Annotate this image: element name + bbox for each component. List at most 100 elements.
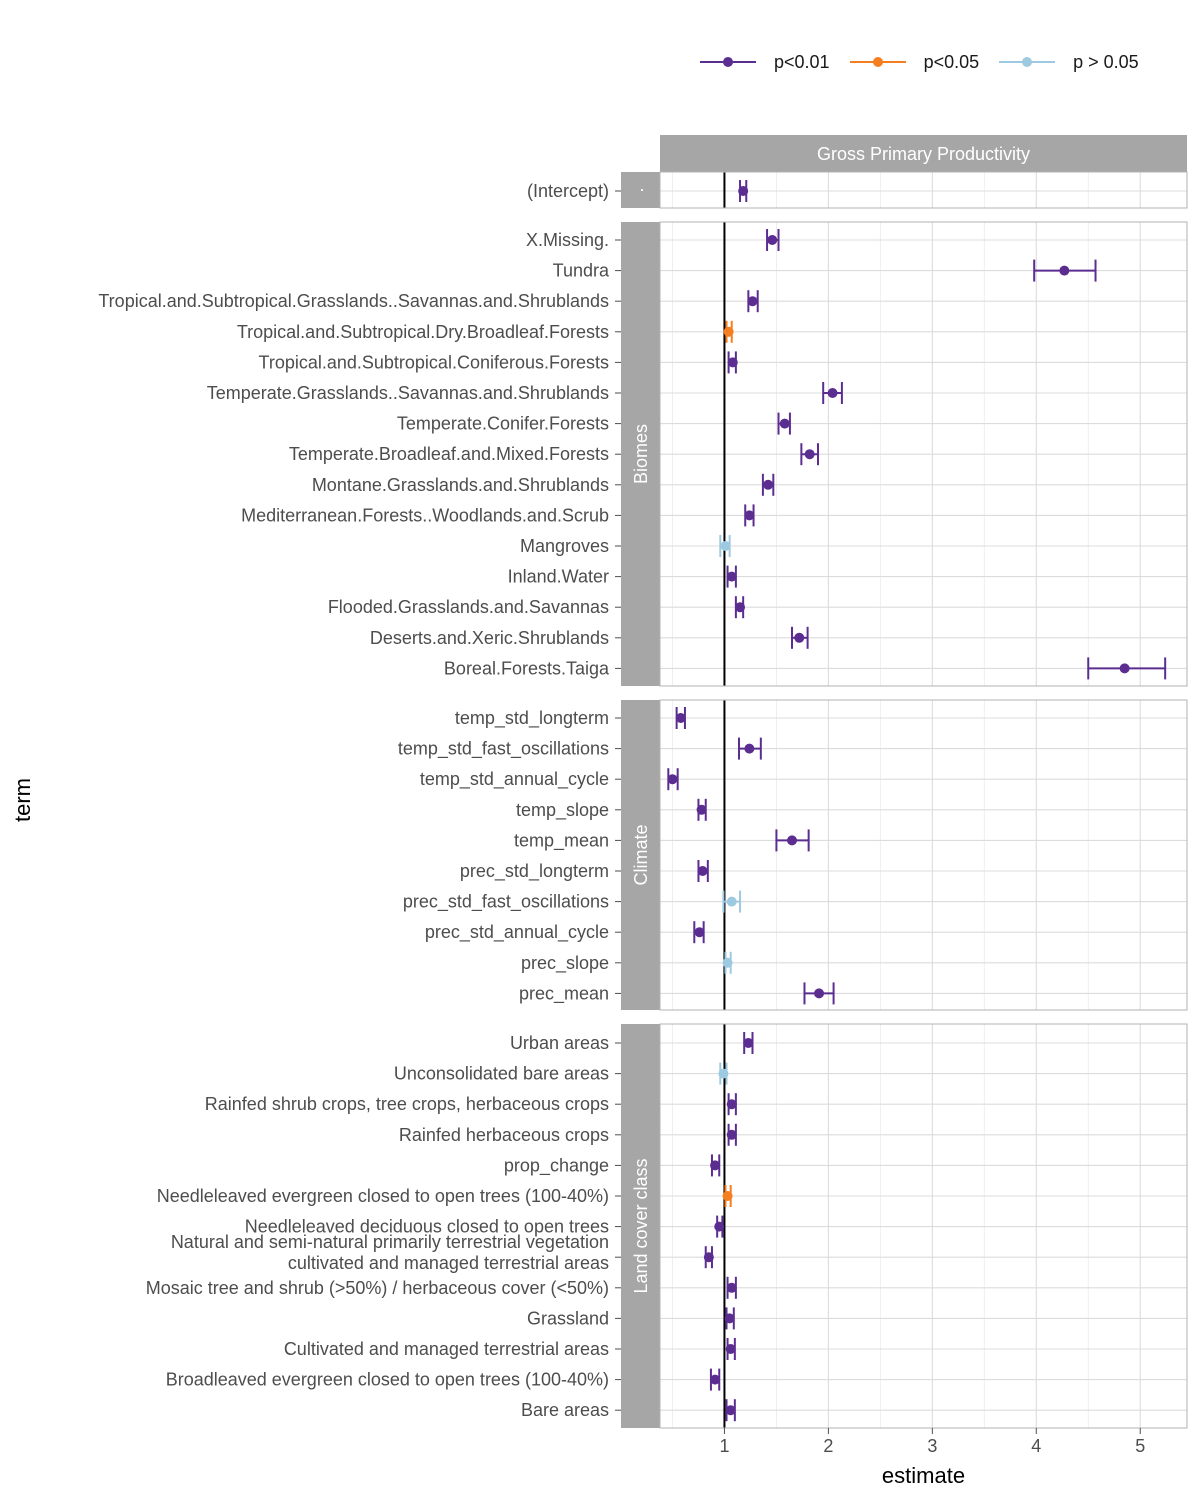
estimate-point (710, 1374, 721, 1385)
legend-key-p-005 (849, 57, 906, 67)
y-tick-label: Grassland (527, 1308, 609, 1328)
legend-item-p-ns: p > 0.05 (999, 50, 1139, 74)
estimate-point (725, 1405, 736, 1416)
estimate-point (794, 632, 805, 643)
estimate-point (738, 186, 749, 196)
estimate-point (723, 326, 734, 337)
y-tick-label: Natural and semi-natural primarily terre… (171, 1232, 609, 1273)
x-tick-label: 5 (1135, 1436, 1145, 1456)
facet-strip (660, 135, 1187, 172)
y-tick-label: prop_change (504, 1155, 609, 1176)
estimate-point (703, 1252, 714, 1263)
y-tick-label: Temperate.Conifer.Forests (397, 414, 609, 434)
estimate-point (726, 896, 737, 907)
estimate-point (744, 743, 755, 754)
y-tick-label: Tropical.and.Subtropical.Dry.Broadleaf.F… (237, 322, 609, 342)
estimate-point (675, 713, 686, 723)
estimate-point (714, 1221, 725, 1232)
y-tick-label: Tropical.and.Subtropical.Grasslands..Sav… (98, 291, 609, 311)
group-strip (621, 222, 660, 686)
y-tick-label: Bare areas (521, 1400, 609, 1420)
estimate-point (779, 418, 790, 429)
y-tick-label: Needleleaved deciduous closed to open tr… (245, 1217, 609, 1237)
y-tick-label: temp_slope (516, 800, 609, 821)
y-tick-label: Temperate.Broadleaf.and.Mixed.Forests (289, 444, 609, 464)
group-strip-label: Land cover class (631, 1158, 651, 1293)
estimate-point (725, 1344, 736, 1354)
y-tick-label: temp_std_fast_oscillations (398, 739, 609, 760)
y-tick-label: X.Missing. (526, 230, 609, 250)
y-tick-label-line: Natural and semi-natural primarily terre… (171, 1232, 609, 1252)
y-tick-label: temp_std_annual_cycle (420, 769, 609, 790)
legend-key-p-ns (999, 57, 1056, 67)
estimate-point (767, 235, 778, 245)
group-strip (621, 700, 660, 1010)
y-tick-label: (Intercept) (527, 181, 609, 201)
y-tick-label: Needleleaved evergreen closed to open tr… (157, 1186, 609, 1206)
y-tick-label: Urban areas (510, 1033, 609, 1053)
x-tick-label: 4 (1031, 1436, 1041, 1456)
estimate-point (787, 835, 798, 846)
estimate-point (1059, 265, 1070, 276)
group-strip (621, 172, 660, 208)
y-tick-label: Tundra (553, 261, 610, 281)
y-tick-label: prec_mean (519, 983, 609, 1004)
x-axis-title: estimate (882, 1463, 965, 1488)
panel-border (659, 221, 1188, 687)
legend-item-p-005: p<0.05 (849, 50, 980, 74)
legend-label-p-005: p<0.05 (923, 51, 980, 72)
y-tick-label: Cultivated and managed terrestrial areas (284, 1339, 609, 1359)
x-tick-label: 3 (927, 1436, 937, 1456)
facet-strip-label: Gross Primary Productivity (817, 144, 1030, 164)
group-strip-label: · (631, 187, 651, 193)
panel-border (659, 171, 1188, 209)
x-tick-label: 2 (823, 1436, 833, 1456)
estimate-point (727, 357, 738, 368)
estimate-point (724, 1313, 735, 1324)
estimate-point (804, 449, 815, 460)
estimate-point (667, 774, 678, 785)
estimate-point (747, 296, 758, 307)
y-axis-title: term (10, 778, 35, 822)
estimate-point (722, 957, 733, 968)
group-strip (621, 1024, 660, 1428)
estimate-point (696, 804, 707, 815)
estimate-point (726, 571, 737, 582)
estimate-point (763, 479, 774, 490)
y-tick-label: Flooded.Grasslands.and.Savannas (328, 597, 609, 617)
y-tick-label: Unconsolidated bare areas (394, 1064, 609, 1084)
y-tick-label: Mosaic tree and shrub (>50%) / herbaceou… (146, 1278, 609, 1298)
y-tick-label: prec_std_longterm (460, 861, 609, 882)
estimate-point (744, 510, 755, 521)
estimate-point (827, 388, 838, 398)
y-tick-label: prec_slope (521, 953, 609, 974)
y-tick-label: Inland.Water (508, 567, 609, 587)
legend-label-p-ns: p > 0.05 (1073, 51, 1139, 72)
estimate-point (720, 541, 731, 551)
y-tick-label: Boreal.Forests.Taiga (444, 658, 610, 678)
estimate-point (694, 927, 705, 938)
y-tick-label: Rainfed herbaceous crops (399, 1125, 609, 1145)
estimate-point (718, 1068, 729, 1079)
estimate-point (743, 1038, 754, 1048)
estimate-point (726, 1129, 737, 1140)
y-tick-label: prec_std_fast_oscillations (403, 892, 609, 913)
legend-key-p-001 (700, 57, 756, 67)
group-strip-label: Climate (631, 824, 651, 885)
y-tick-label: temp_mean (514, 830, 609, 851)
estimate-point (735, 602, 746, 613)
estimate-point (710, 1160, 721, 1171)
estimate-point (722, 1191, 733, 1201)
estimate-point (726, 1282, 737, 1293)
panel-border (659, 1023, 1188, 1429)
estimate-point (726, 1099, 737, 1110)
estimate-point (697, 866, 708, 876)
y-tick-label-line: cultivated and managed terrestrial areas (288, 1253, 609, 1273)
y-tick-label: temp_std_longterm (455, 708, 609, 729)
panel-border (659, 699, 1188, 1011)
legend-item-p-001: p<0.01 (700, 50, 830, 74)
x-tick-label: 1 (719, 1436, 729, 1456)
y-tick-label: Broadleaved evergreen closed to open tre… (166, 1370, 609, 1390)
legend-label-p-001: p<0.01 (774, 51, 830, 72)
